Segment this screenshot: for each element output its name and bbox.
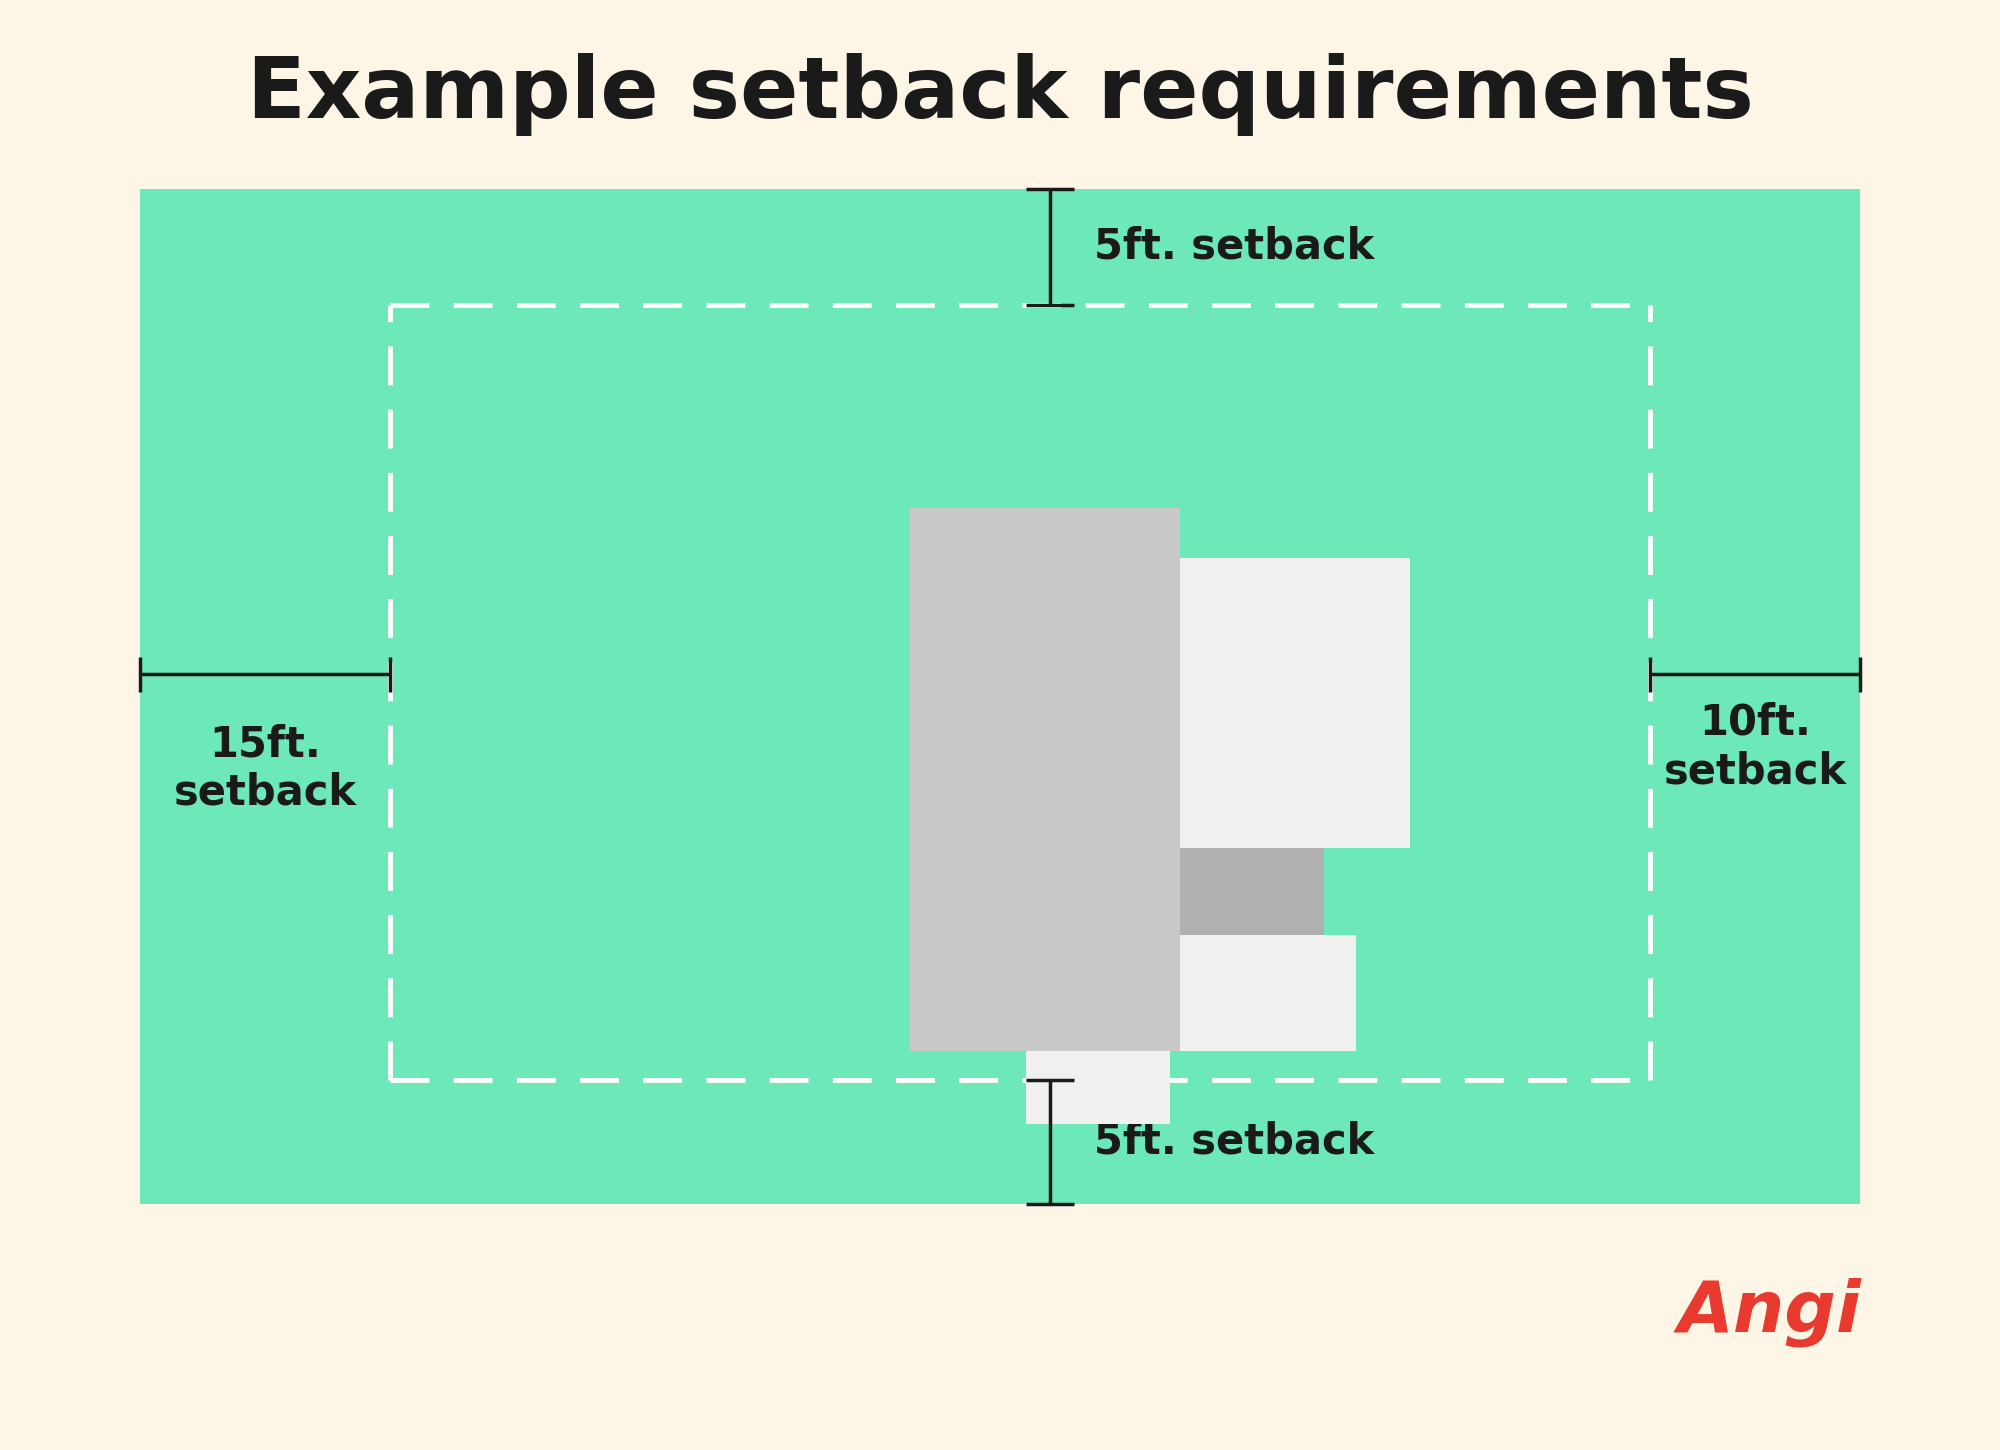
Text: 10ft.
setback: 10ft. setback [1664, 702, 1846, 792]
Bar [1026, 1051, 1170, 1124]
Bar [1180, 558, 1410, 848]
Text: Angi: Angi [1678, 1277, 1862, 1347]
Text: Example setback requirements: Example setback requirements [246, 52, 1754, 136]
Bar [140, 188, 1860, 1204]
Text: 5ft. setback: 5ft. setback [1094, 1121, 1374, 1163]
Text: 5ft. setback: 5ft. setback [1094, 226, 1374, 267]
Bar [1180, 848, 1324, 935]
Bar [1180, 935, 1356, 1051]
Bar [910, 507, 1180, 1051]
Text: 15ft.
setback: 15ft. setback [174, 724, 356, 813]
